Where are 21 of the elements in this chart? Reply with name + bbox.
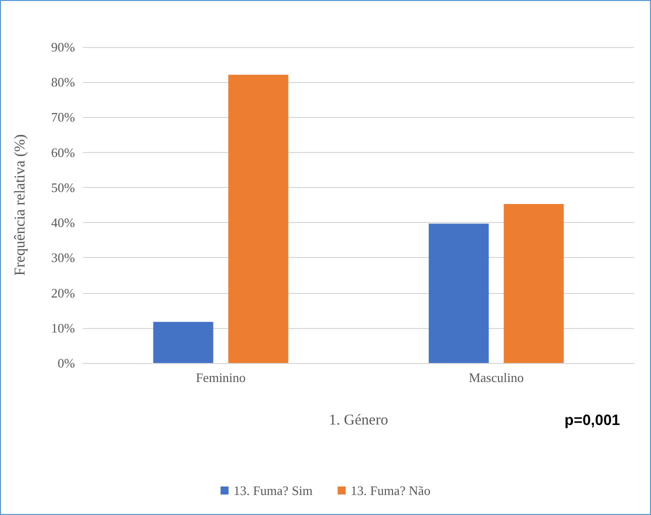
bar: [153, 322, 214, 363]
x-tick-label: Feminino: [196, 370, 246, 385]
legend-label: 13. Fuma? Sim: [234, 483, 313, 498]
x-tick-label: Masculino: [468, 370, 524, 385]
y-tick-label: 20%: [51, 285, 76, 300]
text: p=0,001: [564, 412, 620, 429]
y-tick-label: 40%: [51, 215, 76, 230]
y-tick-label: 60%: [51, 144, 76, 160]
y-axis-title: Frequência relativa (%): [12, 134, 28, 276]
y-tick-label: 30%: [51, 250, 76, 266]
legend-label: 13. Fuma? Não: [350, 483, 430, 498]
y-tick-label: 90%: [51, 40, 76, 54]
y-tick-label: 50%: [51, 180, 76, 195]
y-tick-label: 10%: [51, 320, 76, 336]
x-axis-title: 1. Género: [328, 412, 388, 428]
bar: [504, 204, 564, 363]
y-tick-label: 0%: [58, 356, 76, 370]
y-tick-label: 80%: [51, 74, 76, 90]
bar: [428, 224, 489, 363]
y-tick-label: 70%: [51, 110, 76, 125]
bar: [228, 74, 288, 363]
